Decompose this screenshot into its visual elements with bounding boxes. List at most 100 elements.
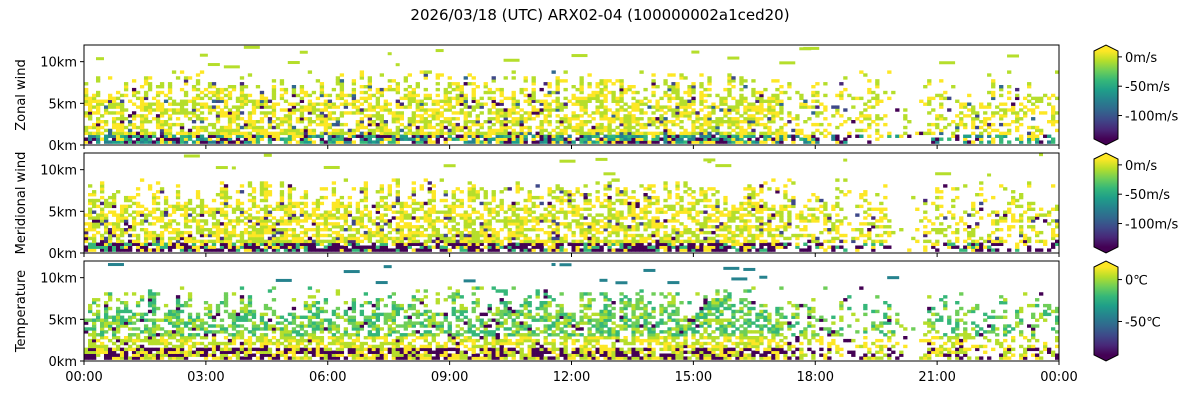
heatmap-cell bbox=[615, 216, 619, 219]
heatmap-cell bbox=[548, 135, 552, 138]
heatmap-cell bbox=[368, 129, 372, 132]
heatmap-cell bbox=[751, 243, 755, 246]
heatmap-cell bbox=[180, 140, 184, 143]
heatmap-cell bbox=[560, 103, 564, 106]
heatmap-cell bbox=[576, 205, 580, 208]
heatmap-cell bbox=[707, 117, 711, 120]
heatmap-cell bbox=[464, 243, 468, 246]
heatmap-cell bbox=[731, 79, 735, 82]
heatmap-cell bbox=[727, 132, 731, 135]
heatmap-cell bbox=[396, 222, 400, 225]
heatmap-cell bbox=[468, 222, 472, 225]
heatmap-cell bbox=[747, 240, 751, 243]
heatmap-cell bbox=[88, 117, 92, 120]
heatmap-cell bbox=[655, 202, 659, 205]
heatmap-cell bbox=[460, 237, 464, 240]
heatmap-cell bbox=[160, 103, 164, 106]
heatmap-cell bbox=[587, 85, 591, 88]
heatmap-cell bbox=[108, 202, 112, 205]
heatmap-cell bbox=[1003, 103, 1007, 106]
heatmap-cell bbox=[264, 184, 268, 187]
heatmap-cell bbox=[659, 97, 663, 100]
heatmap-cell bbox=[112, 248, 116, 251]
heatmap-cell bbox=[751, 129, 755, 132]
heatmap-cell bbox=[124, 85, 128, 88]
heatmap-cell bbox=[703, 211, 707, 214]
heatmap-cell bbox=[364, 190, 368, 193]
heatmap-cell bbox=[516, 140, 520, 143]
heatmap-cell bbox=[587, 114, 591, 117]
heatmap-cell bbox=[823, 108, 827, 111]
heatmap-cell bbox=[524, 246, 528, 249]
heatmap-cell bbox=[436, 140, 440, 143]
y-tick-label: 0km bbox=[49, 139, 77, 154]
heatmap-cell bbox=[444, 97, 448, 100]
heatmap-cell bbox=[767, 120, 771, 123]
heatmap-cell bbox=[579, 231, 583, 234]
heatmap-cell bbox=[424, 202, 428, 205]
heatmap-cell bbox=[344, 222, 348, 225]
heatmap-cell bbox=[284, 240, 288, 243]
heatmap-cell bbox=[380, 91, 384, 94]
heatmap-cell bbox=[763, 100, 767, 103]
heatmap-cell bbox=[799, 132, 803, 135]
heatmap-cell bbox=[540, 132, 544, 135]
heatmap-cell bbox=[240, 240, 244, 243]
heatmap-cell bbox=[412, 111, 416, 114]
heatmap-cell bbox=[452, 225, 456, 228]
heatmap-cell bbox=[603, 228, 607, 231]
heatmap-cell bbox=[999, 114, 1003, 117]
heatmap-cell bbox=[579, 108, 583, 111]
heatmap-cell bbox=[368, 140, 372, 143]
heatmap-cell bbox=[276, 123, 280, 126]
heatmap-cell bbox=[572, 243, 576, 246]
heatmap-cell bbox=[663, 94, 667, 97]
heatmap-cell bbox=[955, 138, 959, 141]
heatmap-cell bbox=[256, 135, 260, 138]
heatmap-cell bbox=[528, 228, 532, 231]
heatmap-cell bbox=[811, 135, 815, 138]
heatmap-cell bbox=[659, 246, 663, 249]
heatmap-cell bbox=[164, 132, 168, 135]
heatmap-cell bbox=[192, 111, 196, 114]
heatmap-cell bbox=[88, 184, 92, 187]
heatmap-cell bbox=[955, 126, 959, 129]
heatmap-cell bbox=[436, 111, 440, 114]
heatmap-cell bbox=[344, 94, 348, 97]
heatmap-cell bbox=[260, 126, 264, 129]
heatmap-cell bbox=[252, 100, 256, 103]
heatmap-cell bbox=[412, 88, 416, 91]
heatmap-cell bbox=[556, 91, 560, 94]
heatmap-cell bbox=[643, 211, 647, 214]
heatmap-cell bbox=[520, 216, 524, 219]
heatmap-cell bbox=[216, 228, 220, 231]
heatmap-cell bbox=[703, 117, 707, 120]
heatmap-cell bbox=[212, 222, 216, 225]
heatmap-cell bbox=[288, 213, 292, 216]
heatmap-cell bbox=[691, 248, 695, 251]
heatmap-cell bbox=[160, 108, 164, 111]
heatmap-cell bbox=[436, 123, 440, 126]
heatmap-cell bbox=[560, 199, 564, 202]
heatmap-cell bbox=[835, 126, 839, 129]
heatmap-cell bbox=[647, 234, 651, 237]
heatmap-cell bbox=[496, 213, 500, 216]
heatmap-cell bbox=[623, 243, 627, 246]
heatmap-cell bbox=[755, 248, 759, 251]
heatmap-cell bbox=[452, 196, 456, 199]
heatmap-cell bbox=[619, 97, 623, 100]
heatmap-cell bbox=[496, 240, 500, 243]
heatmap-cell bbox=[663, 248, 667, 251]
heatmap-cell bbox=[687, 132, 691, 135]
heatmap-cell bbox=[488, 213, 492, 216]
heatmap-cell bbox=[635, 91, 639, 94]
heatmap-cell bbox=[699, 243, 703, 246]
heatmap-cell bbox=[144, 82, 148, 85]
heatmap-cell bbox=[320, 213, 324, 216]
heatmap-cell bbox=[703, 105, 707, 108]
heatmap-cell bbox=[280, 108, 284, 111]
heatmap-cell bbox=[328, 246, 332, 249]
heatmap-cell bbox=[703, 240, 707, 243]
heatmap-cell bbox=[92, 100, 96, 103]
heatmap-cell bbox=[460, 205, 464, 208]
